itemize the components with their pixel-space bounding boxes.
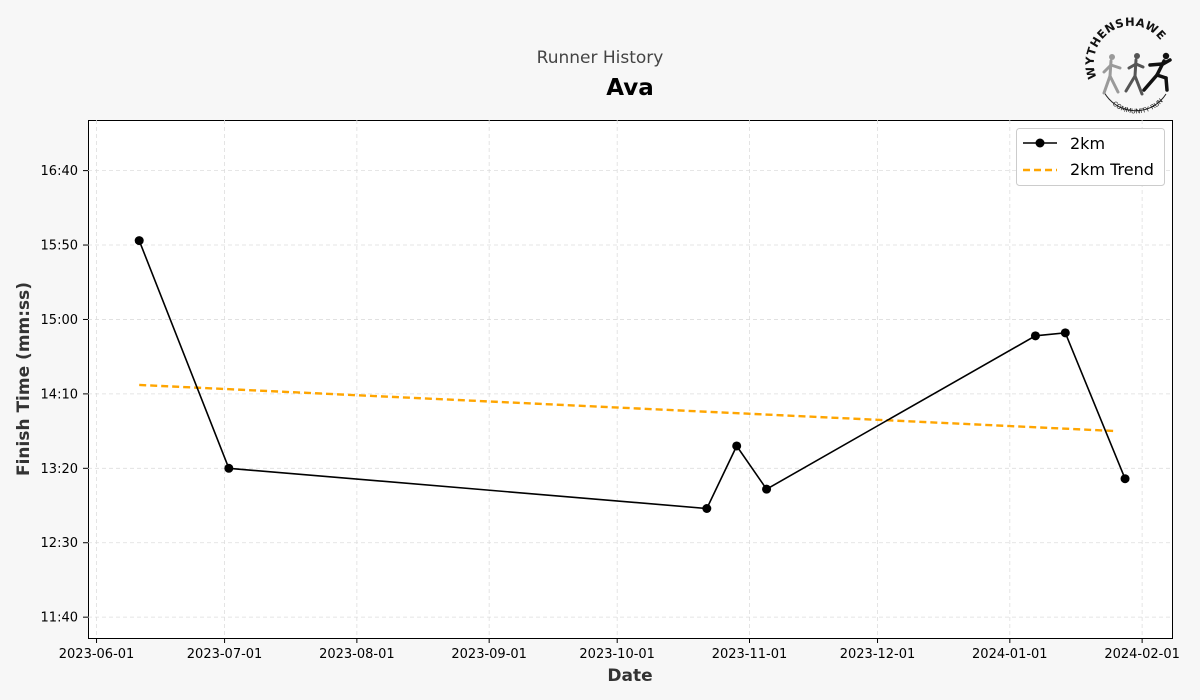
x-tick-label: 2023-10-01: [579, 647, 655, 662]
y-tick-label: 15:50: [41, 239, 78, 254]
trend-line: [139, 383, 1117, 433]
y-tick-label: 12:30: [41, 536, 78, 551]
grid-lines: [88, 120, 1172, 638]
svg-text:WYTHENSHAWE: WYTHENSHAWE: [1083, 15, 1170, 81]
y-axis-label: Finish Time (mm:ss): [14, 282, 34, 476]
x-tick-label: 2023-07-01: [187, 647, 263, 662]
data-series: [134, 236, 1130, 513]
chart-title: Ava: [606, 75, 654, 101]
legend-label-trend: 2km Trend: [1070, 160, 1154, 179]
x-tick-label: 2023-06-01: [59, 647, 135, 662]
data-point: [1030, 331, 1040, 341]
community-run-logo: WYTHENSHAWE COMMUNITY RUN: [1083, 15, 1172, 116]
data-point: [702, 504, 712, 513]
x-tick-label: 2023-11-01: [712, 647, 788, 662]
y-tick-label: 11:40: [41, 611, 78, 626]
runner-mid-icon: [1124, 53, 1145, 96]
svg-text:COMMUNITY RUN: COMMUNITY RUN: [1111, 97, 1165, 116]
runner-dark-icon: [1142, 52, 1172, 92]
axis-ticks: 2023-06-01 2023-07-01 2023-08-01 2023-09-01…: [41, 164, 1180, 662]
data-point: [762, 484, 772, 494]
data-point: [1060, 328, 1070, 338]
x-tick-label: 2023-09-01: [451, 647, 527, 662]
plot-area: [88, 120, 1173, 639]
x-tick-label: 2023-12-01: [840, 647, 916, 662]
x-tick-label: 2024-01-01: [972, 647, 1048, 662]
chart-subtitle: Runner History: [537, 48, 664, 68]
legend-swatch-marker: [1035, 138, 1045, 148]
x-axis-label: Date: [607, 666, 652, 686]
y-tick-label: 14:10: [41, 387, 78, 402]
runner-light-icon: [1102, 54, 1122, 95]
legend: 2km 2km Trend: [1016, 128, 1165, 186]
y-tick-label: 13:20: [41, 462, 78, 477]
data-point: [134, 236, 144, 246]
x-tick-label: 2023-08-01: [319, 647, 395, 662]
legend-label-series: 2km: [1070, 134, 1105, 153]
series-line-2km: [138, 240, 1126, 510]
data-point: [224, 463, 234, 473]
data-point: [732, 441, 742, 451]
y-tick-label: 16:40: [41, 164, 78, 179]
data-point: [1120, 474, 1130, 484]
x-tick-label: 2024-02-01: [1104, 647, 1180, 662]
y-tick-label: 15:00: [41, 313, 78, 328]
